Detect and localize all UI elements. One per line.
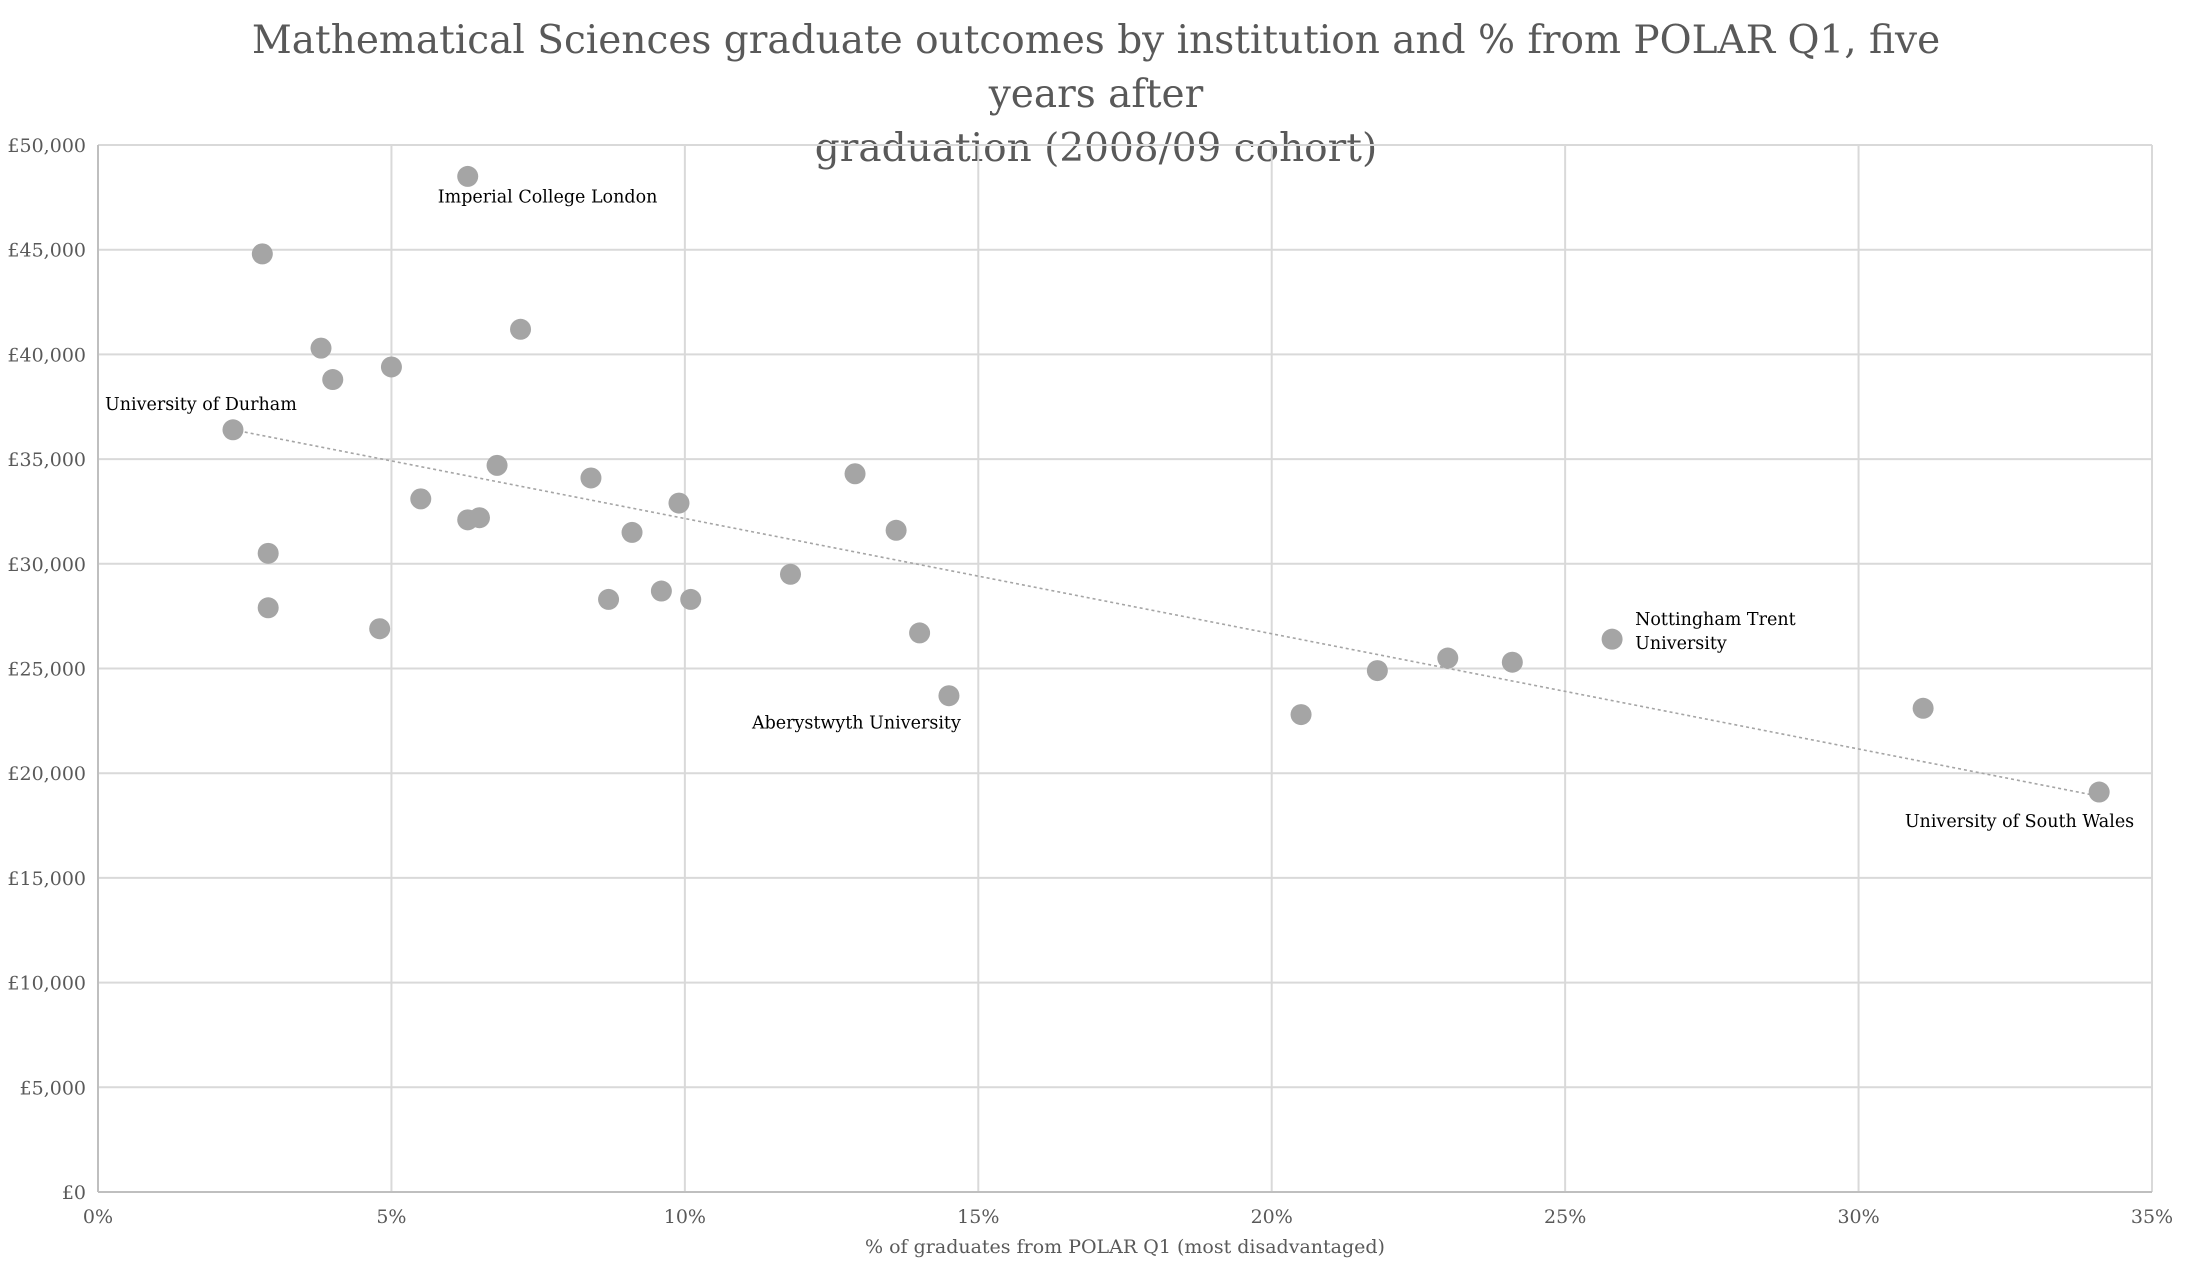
x-tick-label: 10%: [664, 1206, 706, 1228]
annotation-line: University: [1635, 634, 1727, 654]
data-point: [322, 369, 344, 391]
x-tick-label: 25%: [1544, 1206, 1586, 1228]
data-point: [222, 419, 244, 441]
data-point: [457, 165, 479, 187]
point-annotation: University of Durham: [105, 395, 297, 415]
annotation-line: Aberystwyth University: [751, 714, 961, 734]
x-tick-label: 35%: [2131, 1206, 2173, 1228]
y-tick-label: £50,000: [7, 135, 86, 157]
data-point: [779, 563, 801, 585]
data-point: [1366, 660, 1388, 682]
data-point: [580, 467, 602, 489]
data-point: [844, 463, 866, 485]
trendline: [232, 428, 2100, 798]
data-point: [598, 588, 620, 610]
annotation-line: University of Durham: [105, 395, 297, 415]
data-point: [257, 597, 279, 619]
y-tick-label: £35,000: [7, 449, 86, 471]
y-tick-label: £45,000: [7, 240, 86, 262]
x-tick-label: 30%: [1837, 1206, 1879, 1228]
point-annotations: University of Durham Imperial College Lon…: [105, 187, 2134, 832]
x-axis-label: % of graduates from POLAR Q1 (most disad…: [865, 1236, 1385, 1258]
point-annotation: Imperial College London: [438, 187, 658, 207]
trendline-layer: [232, 428, 2100, 798]
data-point: [1501, 651, 1523, 673]
point-annotation: Nottingham Trent University: [1635, 610, 1796, 654]
data-point: [468, 507, 490, 529]
y-tick-label: £10,000: [7, 973, 86, 995]
point-annotation: Aberystwyth University: [751, 714, 961, 734]
gridlines: [98, 144, 2153, 1192]
axes: £0 £5,000 £10,000 £15,000 £20,000 £25,000 £30,…: [7, 135, 2173, 1228]
y-tick-label: £25,000: [7, 659, 86, 681]
annotation-line: Imperial College London: [438, 187, 658, 207]
data-point: [938, 685, 960, 707]
data-points: [222, 165, 2110, 803]
x-tick-label: 0%: [83, 1206, 113, 1228]
y-tick-label: £20,000: [7, 763, 86, 785]
annotation-line: University of South Wales: [1905, 812, 2134, 832]
y-tick-label: £5,000: [20, 1077, 86, 1099]
data-point: [2088, 781, 2110, 803]
data-point: [410, 488, 432, 510]
data-point: [380, 356, 402, 378]
y-tick-label: £15,000: [7, 868, 86, 890]
data-point: [369, 618, 391, 640]
y-tick-label: £0: [62, 1182, 86, 1204]
data-point: [909, 622, 931, 644]
data-point: [486, 454, 508, 476]
y-tick-label: £40,000: [7, 344, 86, 366]
chart-title-line-2: graduation (2008/09 cohort): [814, 126, 1378, 171]
y-tick-label: £30,000: [7, 554, 86, 576]
data-point: [510, 318, 532, 340]
data-point: [257, 542, 279, 564]
data-point: [1290, 704, 1312, 726]
data-point: [680, 588, 702, 610]
chart-title: Mathematical Sciences graduate outcomes …: [196, 14, 1996, 176]
x-tick-label: 20%: [1251, 1206, 1293, 1228]
point-annotation: University of South Wales: [1905, 812, 2134, 832]
data-point: [251, 243, 273, 265]
data-point: [1601, 628, 1623, 650]
annotation-line: Nottingham Trent: [1635, 610, 1796, 630]
x-tick-label: 5%: [376, 1206, 406, 1228]
data-point: [310, 337, 332, 359]
chart-title-line-1: Mathematical Sciences graduate outcomes …: [251, 18, 1941, 117]
data-point: [621, 521, 643, 543]
data-point: [1912, 697, 1934, 719]
x-tick-label: 15%: [957, 1206, 999, 1228]
data-point: [885, 519, 907, 541]
data-point: [1437, 647, 1459, 669]
data-point: [650, 580, 672, 602]
data-point: [668, 492, 690, 514]
